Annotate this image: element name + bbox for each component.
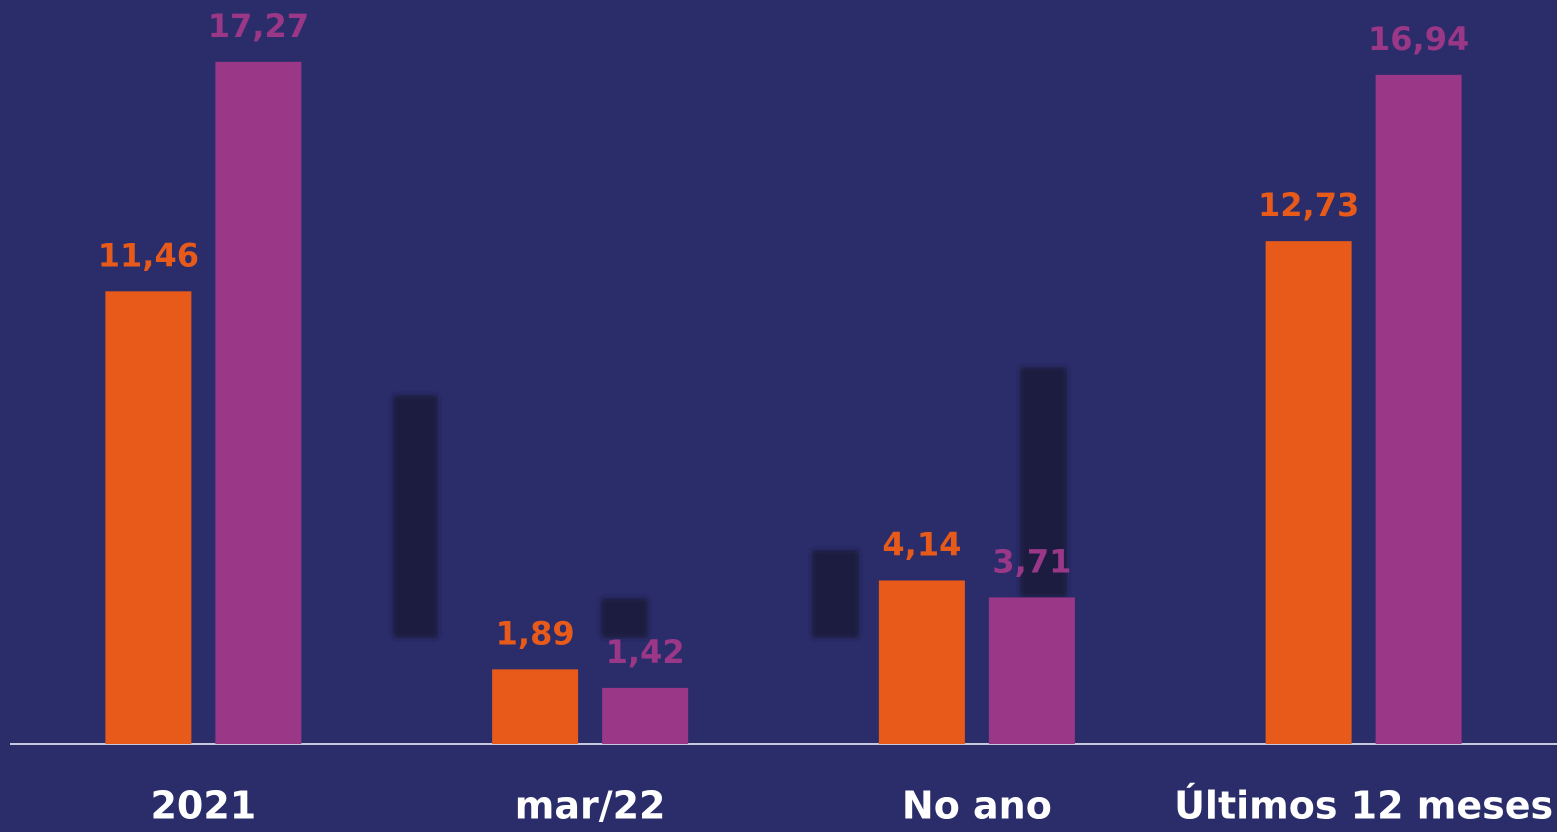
x-tick-label: mar/22 [515,784,666,828]
shadows [393,367,1067,638]
bar [602,687,689,744]
x-tick-label: 2021 [150,784,256,828]
value-label: 3,71 [992,542,1071,580]
bar [878,580,965,744]
x-tick-label: No ano [902,784,1052,828]
shadow [393,395,438,638]
value-label: 16,94 [1368,20,1469,58]
shadow [812,550,859,638]
bar [1375,74,1462,745]
shadow [601,598,648,638]
value-label: 17,27 [208,7,309,45]
bar [988,597,1075,744]
value-label: 12,73 [1258,186,1359,224]
bar [215,61,302,744]
value-label: 1,42 [606,633,685,671]
value-label: 1,89 [496,614,575,652]
bar [1265,241,1352,745]
value-label: 4,14 [882,525,961,563]
bar [105,291,192,744]
bar [492,669,579,744]
shadow [1020,367,1067,597]
value-label: 11,46 [98,236,199,274]
x-tick-label: Últimos 12 meses [1174,784,1553,828]
